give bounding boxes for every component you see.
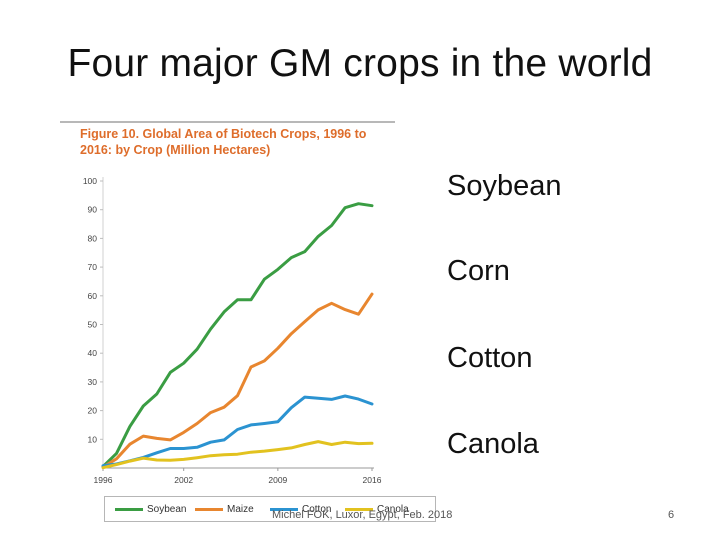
y-tick-label-70: 70 — [88, 262, 98, 272]
legend-label-canola: Canola — [377, 503, 409, 515]
figure-top-rule — [60, 121, 395, 123]
chart-legend: Soybean Maize Cotton Canola — [104, 496, 436, 522]
y-tick-label-50: 50 — [88, 320, 98, 330]
y-tick-label-100: 100 — [83, 176, 97, 186]
x-tick-label-2002: 2002 — [174, 475, 193, 485]
slide-title: Four major GM crops in the world — [67, 42, 653, 85]
crop-label-soybean: Soybean — [447, 170, 562, 202]
legend-swatch-canola — [345, 507, 373, 511]
legend-item-cotton: Cotton — [270, 502, 331, 516]
crop-label-cotton: Cotton — [447, 342, 533, 374]
legend-item-soybean: Soybean — [115, 502, 186, 516]
slide-footer: Michel FOK, Luxor, Egypt, Feb. 2018 — [272, 509, 453, 521]
y-tick-label-90: 90 — [88, 205, 98, 215]
page-number: 6 — [668, 509, 675, 521]
y-tick-label-40: 40 — [88, 348, 98, 358]
y-tick-label-80: 80 — [88, 233, 98, 243]
legend-label-soybean: Soybean — [147, 503, 187, 515]
crop-label-corn: Corn — [447, 255, 510, 287]
legend-swatch-soybean — [115, 507, 143, 511]
series-line-maize — [101, 292, 374, 469]
legend-swatch-cotton — [270, 507, 298, 511]
x-tick-label-2016: 2016 — [363, 475, 382, 485]
y-tick-label-60: 60 — [88, 291, 98, 301]
y-tick-label-30: 30 — [88, 377, 98, 387]
series-line-canola — [101, 440, 374, 470]
chart-figure: Figure 10. Global Area of Biotech Crops,… — [60, 118, 436, 528]
legend-item-canola: Canola — [345, 502, 409, 516]
legend-label-maize: Maize — [227, 503, 254, 515]
y-tick-label-20: 20 — [88, 406, 98, 416]
x-tick-label-1996: 1996 — [94, 475, 113, 485]
legend-item-maize: Maize — [195, 502, 254, 516]
x-tick-label-2009: 2009 — [268, 475, 287, 485]
series-line-cotton — [101, 394, 374, 468]
legend-label-cotton: Cotton — [302, 503, 332, 515]
line-chart: 10 20 30 40 50 60 70 80 90 100 1996 2002 2009 2016 — [83, 176, 382, 485]
crop-label-canola: Canola — [447, 428, 539, 460]
series-line-soybean — [101, 202, 374, 469]
legend-swatch-maize — [195, 507, 223, 511]
y-tick-label-10: 10 — [88, 434, 98, 444]
chart-title: Figure 10. Global Area of Biotech Crops,… — [80, 127, 367, 157]
